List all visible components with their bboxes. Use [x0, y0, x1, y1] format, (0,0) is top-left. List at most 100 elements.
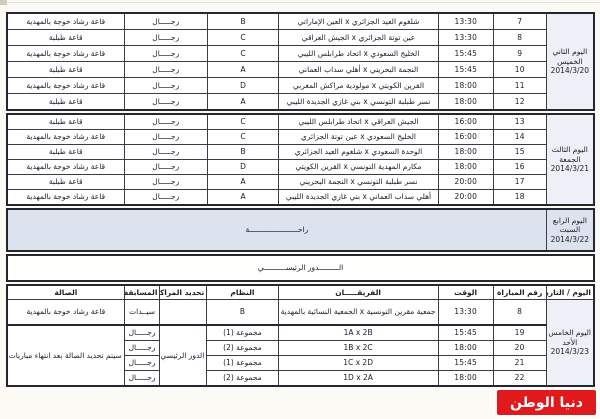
table-row: الـــــــــدور الرئيســــــــــي	[6, 254, 595, 282]
cell-hall-note: سيتم تحديد الصالة بعد انتهاء مباريات الد…	[6, 324, 125, 387]
table-row: 17 20:00 نسر طبلبة التونسي x النجمة البح…	[6, 174, 594, 190]
cell-hall: قاعة طبلبة	[6, 93, 125, 111]
header-competition: المسابقة	[123, 284, 161, 300]
table-row: 16 18:00 مكارم المهدية التونسي x القرين …	[6, 159, 594, 175]
donia-alwatan-logo: دنيا الوطن	[497, 390, 596, 415]
table-row: 21 15:45 1C x 2D مجموعة (1) رجـــــال	[7, 355, 594, 371]
cell-system: D	[206, 159, 280, 175]
scan-artifact-line	[0, 2, 600, 3]
header-hall: الصالة	[6, 284, 125, 300]
day-date: 2014/3/21	[550, 164, 590, 174]
table-row: اليوم الثاني الخميس 2014/3/20 7 13:30 شل…	[6, 12, 595, 111]
cell-system: D	[206, 77, 280, 94]
header-teams: الفريقـــــان	[277, 284, 439, 300]
cell-hall: قاعة رشاد خوجة بالمهدية	[6, 12, 125, 30]
cell-competition: رجـــــال	[123, 77, 208, 94]
cell-system: مجموعة (2)	[206, 340, 279, 356]
cell-match-no: 22	[492, 370, 547, 387]
cell-teams: 1A x 2B	[277, 324, 439, 341]
cell-competition: رجـــــال	[123, 159, 208, 175]
cell-competition: رجـــــال	[123, 113, 208, 130]
header-system: النظام	[206, 284, 279, 300]
table-row: 8 13:30 عين توتة الجزائري x الجيش العراق…	[6, 29, 594, 46]
cell-hall: قاعة رشاد خوجة بالمهدية	[6, 159, 125, 175]
cell-competition: رجـــــال	[123, 129, 208, 145]
cell-system: B	[206, 299, 279, 326]
cell-competition: رجـــــال	[123, 61, 208, 78]
cell-competition: رجـــــال	[123, 144, 208, 160]
cell-time: 13:30	[437, 29, 494, 46]
cell-match-no: 10	[492, 61, 547, 78]
cell-time: 13:30	[437, 12, 494, 30]
cell-time: 18:00	[437, 93, 494, 111]
table-row: 19 15:45 1A x 2B مجموعة (1) الدور الرئيس…	[6, 324, 594, 387]
cell-teams: الوحدة السعودي x شلغوم العيد الجزائري	[278, 144, 439, 160]
cell-competition: رجـــــال	[123, 12, 208, 30]
cell-match-no: 8	[492, 29, 547, 46]
cell-day: اليوم الرابع السبت 2014/3/22	[545, 208, 595, 252]
main-round-banner: الـــــــــدور الرئيســــــــــي	[6, 254, 595, 282]
cell-competition: رجـــــال	[123, 174, 208, 190]
cell-time: 20:00	[437, 174, 494, 190]
cell-competition: رجـــــال	[123, 355, 161, 371]
table-row: 9 15:45 الخليج السعودي x اتحاد طرابلس ال…	[6, 45, 594, 62]
cell-system: C	[206, 129, 280, 145]
table-row: 11 18:00 القرين الكويتي x مولودية مراكش …	[6, 77, 594, 94]
cell-teams: شلغوم العيد الجزائري x العين الإماراتي	[278, 12, 439, 30]
cell-system: A	[206, 93, 280, 111]
header-match-no: رقم المباراة	[492, 284, 547, 300]
cell-match-no: 13	[492, 113, 547, 130]
cell-match-no: 11	[492, 77, 547, 94]
cell-time: 20:00	[437, 189, 494, 206]
cell-competition: رجـــــال	[123, 29, 208, 46]
cell-teams: جمعية مقرين التونسية x الجمعية النسائية …	[277, 299, 439, 326]
schedule-day3-table: اليوم الثالث الجمعة 2014/3/21 13 16:00 ا…	[6, 113, 595, 206]
table-row: اليوم الثالث الجمعة 2014/3/21 13 16:00 ا…	[6, 113, 595, 206]
day-date: 2014/3/20	[550, 66, 590, 76]
cell-time: 18:00	[437, 77, 494, 94]
cell-teams: القرين الكويتي x مولودية مراكش المغربي	[278, 77, 439, 94]
schedule-day2-table: اليوم الثاني الخميس 2014/3/20 7 13:30 شل…	[6, 12, 595, 111]
cell-teams: أهلي سداب العماني x بني غازي الجديدة الل…	[278, 189, 439, 206]
cell-teams: الجيش العراقي x اتحاد طرابلس الليبي	[278, 113, 439, 130]
cell-time: 16:00	[437, 113, 494, 130]
table-row: 12 18:00 نسر طبلبة التونسي x بني غازي ال…	[6, 93, 594, 111]
cell-time: 18:00	[437, 144, 494, 160]
schedule-day5-table: اليوم / التاريخ رقم المباراة الوقت الفري…	[6, 284, 595, 387]
cell-match-no: 18	[492, 189, 547, 206]
cell-day: اليوم الخامس الأحد 2014/3/23	[545, 299, 595, 387]
cell-competition: رجـــــال	[123, 45, 208, 62]
cell-placement: الدور الرئيسي	[159, 324, 208, 387]
cell-day: اليوم الثالث الجمعة 2014/3/21	[545, 113, 595, 206]
header-placement: تحديد المراكز	[159, 284, 208, 300]
cell-match-no: 8	[492, 299, 547, 326]
cell-teams: نسر طبلبة التونسي x بني غازي الجديدة الل…	[278, 93, 439, 111]
day-label: اليوم الثالث	[551, 145, 588, 155]
cell-teams: النجمة البحريني x أهلي سداب العماني	[278, 61, 439, 78]
table-row: 22 18:00 1D x 2A مجموعة (2) رجـــــال	[7, 370, 594, 387]
cell-hall: قاعة رشاد خوجة بالمهدية	[6, 77, 125, 94]
cell-match-no: 14	[492, 129, 547, 145]
cell-system: B	[206, 12, 280, 30]
schedule-document: اليوم الثاني الخميس 2014/3/20 7 13:30 شل…	[6, 12, 595, 389]
cell-time: 18:00	[437, 370, 494, 387]
day-date: 2014/3/22	[550, 234, 590, 244]
cell-system: مجموعة (1)	[206, 355, 279, 371]
cell-match-no: 7	[492, 12, 547, 30]
cell-competition: رجـــــال	[123, 189, 208, 206]
table-header-row: اليوم / التاريخ رقم المباراة الوقت الفري…	[6, 284, 595, 300]
cell-hall: قاعة رشاد خوجة بالمهدية	[6, 129, 125, 145]
cell-hall: قاعة رشاد خوجة بالمهدية	[6, 189, 125, 206]
cell-competition: رجـــــال	[123, 370, 161, 387]
cell-match-no: 12	[492, 93, 547, 111]
cell-hall: قاعة رشاد خوجة بالمهدية	[6, 45, 125, 62]
cell-hall: قاعة طبلبة	[6, 174, 125, 190]
table-row: 18 20:00 أهلي سداب العماني x بني غازي ال…	[6, 189, 594, 206]
rest-day-table: اليوم الرابع السبت 2014/3/22 راحــــــــ…	[6, 208, 595, 252]
table-row: 15 18:00 الوحدة السعودي x شلغوم العيد ال…	[6, 144, 594, 160]
cell-competition: رجـــــال	[123, 340, 161, 356]
cell-teams: الخليج السعودي x عين توتة الجزائري	[278, 129, 439, 145]
day-label: اليوم الخامس	[548, 328, 591, 338]
cell-time: 18:00	[437, 340, 494, 356]
day-weekday: الأحد	[562, 337, 578, 347]
